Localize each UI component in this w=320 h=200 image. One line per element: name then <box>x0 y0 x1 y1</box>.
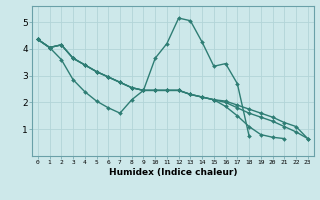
X-axis label: Humidex (Indice chaleur): Humidex (Indice chaleur) <box>108 168 237 177</box>
